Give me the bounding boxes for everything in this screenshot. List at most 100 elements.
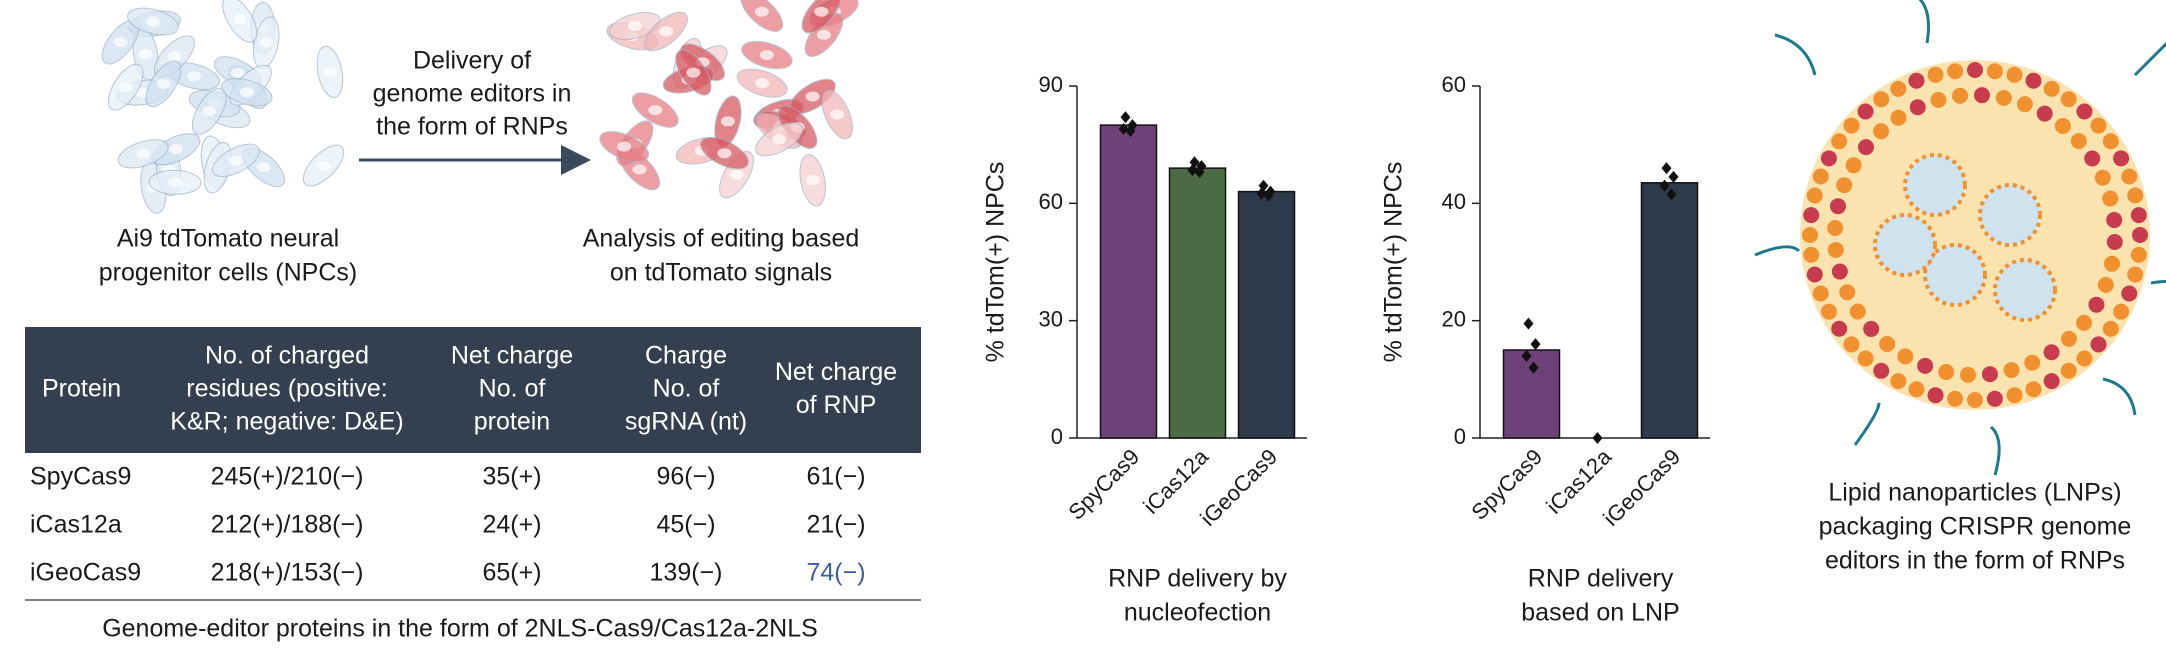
lipid-head xyxy=(1857,103,1874,120)
lipid-head xyxy=(2006,66,2023,83)
replicate-point xyxy=(1263,189,1274,202)
lipid-head xyxy=(1827,220,1844,237)
lipid-head xyxy=(2094,169,2111,186)
lipid-head xyxy=(1973,87,1990,104)
table-cell: SpyCas9 xyxy=(30,463,131,491)
lipid-core xyxy=(1873,213,1937,277)
replicate-point xyxy=(1521,349,1532,362)
table-cell: 21(−) xyxy=(806,511,865,539)
lipid-head xyxy=(2106,233,2123,250)
lipid-head xyxy=(2084,150,2101,167)
replicate-point xyxy=(1125,124,1136,137)
table-header: of RNP xyxy=(796,391,877,419)
lipid-head xyxy=(2036,105,2053,122)
lipid-head xyxy=(1829,198,1846,215)
lipid-head xyxy=(1890,109,1907,126)
lipid-head xyxy=(1908,381,1925,398)
replicate-point xyxy=(1661,162,1672,175)
lipid-head xyxy=(2090,117,2107,134)
lipid-head xyxy=(2060,91,2077,108)
lipid-head xyxy=(1897,348,1914,365)
lipid-head xyxy=(1820,303,1837,320)
lipid-head xyxy=(1986,63,2003,80)
table-cell: 212(+)/188(−) xyxy=(211,511,364,539)
lipid-head xyxy=(1803,246,1820,263)
lipid-head xyxy=(2043,80,2060,97)
lipid-head xyxy=(1981,366,1998,383)
cell-nucleus xyxy=(322,66,337,77)
table-header: sgRNA (nt) xyxy=(625,408,747,436)
bar xyxy=(1099,124,1158,439)
cell-nucleus xyxy=(754,6,769,17)
table-cell: 45(−) xyxy=(656,511,715,539)
table-header: No. of charged xyxy=(205,342,369,370)
sgrna-strand xyxy=(2102,377,2137,416)
x-tick-label: SpyCas9 xyxy=(1063,444,1144,525)
lipid-head xyxy=(2043,373,2060,390)
lipid-head xyxy=(1873,362,1890,379)
replicate-point xyxy=(1668,170,1679,183)
sgrna-strand xyxy=(2133,41,2166,77)
cell-nucleus xyxy=(232,14,247,25)
y-tick-label: 0 xyxy=(1051,424,1063,449)
table-cell: 35(+) xyxy=(482,463,541,491)
lipid-head xyxy=(2060,330,2077,347)
lipid-head xyxy=(1947,63,1964,80)
lnp-caption: packaging CRISPR genome xyxy=(1819,513,2132,541)
cell-nucleus xyxy=(256,162,271,173)
lipid-head xyxy=(1873,123,1890,140)
lipid-head xyxy=(1857,139,1874,156)
lipid-head xyxy=(1927,66,1944,83)
lnp-caption: editors in the form of RNPs xyxy=(1825,547,2125,575)
table-cell: iGeoCas9 xyxy=(30,559,141,587)
arrow-label: the form of RNPs xyxy=(376,113,568,141)
table-header: Protein xyxy=(42,375,121,403)
analysis-caption: Analysis of editing based xyxy=(583,225,860,253)
cell-nucleus xyxy=(805,91,820,102)
lipid-head xyxy=(1839,284,1856,301)
y-tick-label: 40 xyxy=(1442,189,1466,214)
lipid-head xyxy=(2132,227,2148,243)
lipid-head xyxy=(1849,303,1866,320)
lipid-head xyxy=(2024,354,2041,371)
cell-nucleus xyxy=(168,144,183,155)
lipid-head xyxy=(1952,87,1969,104)
sgrna-strand xyxy=(2150,280,2166,285)
cell-nucleus xyxy=(686,67,701,78)
table-header: protein xyxy=(474,408,550,436)
lipid-head xyxy=(1873,91,1890,108)
lipid-head xyxy=(2113,303,2130,320)
lipid-head xyxy=(2102,133,2119,150)
table-header: No. of xyxy=(479,375,546,403)
lipid-head xyxy=(1863,320,1880,337)
lipid-head xyxy=(1843,336,1860,353)
bar xyxy=(1640,182,1699,439)
lipid-head xyxy=(2025,72,2042,89)
cell-illustration xyxy=(740,0,784,32)
lnp-body xyxy=(1800,60,2150,410)
lipid-head xyxy=(1831,133,1848,150)
x-axis-label: RNP delivery by xyxy=(1108,565,1287,593)
lipid-head xyxy=(2127,187,2144,204)
lnp-caption: Lipid nanoparticles (LNPs) xyxy=(1828,479,2121,507)
lipid-head xyxy=(2121,285,2138,302)
lipid-head xyxy=(1827,241,1844,258)
sgrna-strand xyxy=(1853,402,1881,446)
x-tick-label: SpyCas9 xyxy=(1466,444,1547,525)
cell-nucleus xyxy=(830,109,845,120)
table-cell: 65(+) xyxy=(482,559,541,587)
arrow-label: genome editors in xyxy=(373,80,572,108)
y-axis-label: % tdTom(+) NPCs xyxy=(982,162,1010,363)
lipid-head xyxy=(2006,387,2023,404)
lipid-head xyxy=(1820,150,1837,167)
table-header: residues (positive: xyxy=(186,375,387,403)
table-cell: iCas12a xyxy=(30,511,122,539)
lipid-head xyxy=(2102,320,2119,337)
sgrna-strand xyxy=(1774,33,1817,76)
lipid-head xyxy=(2121,168,2138,185)
replicate-point xyxy=(1666,188,1677,201)
lipid-head xyxy=(1938,364,1955,381)
cell-nucleus xyxy=(632,164,647,175)
cell-nucleus xyxy=(231,67,246,78)
cells-caption: progenitor cells (NPCs) xyxy=(99,259,357,287)
